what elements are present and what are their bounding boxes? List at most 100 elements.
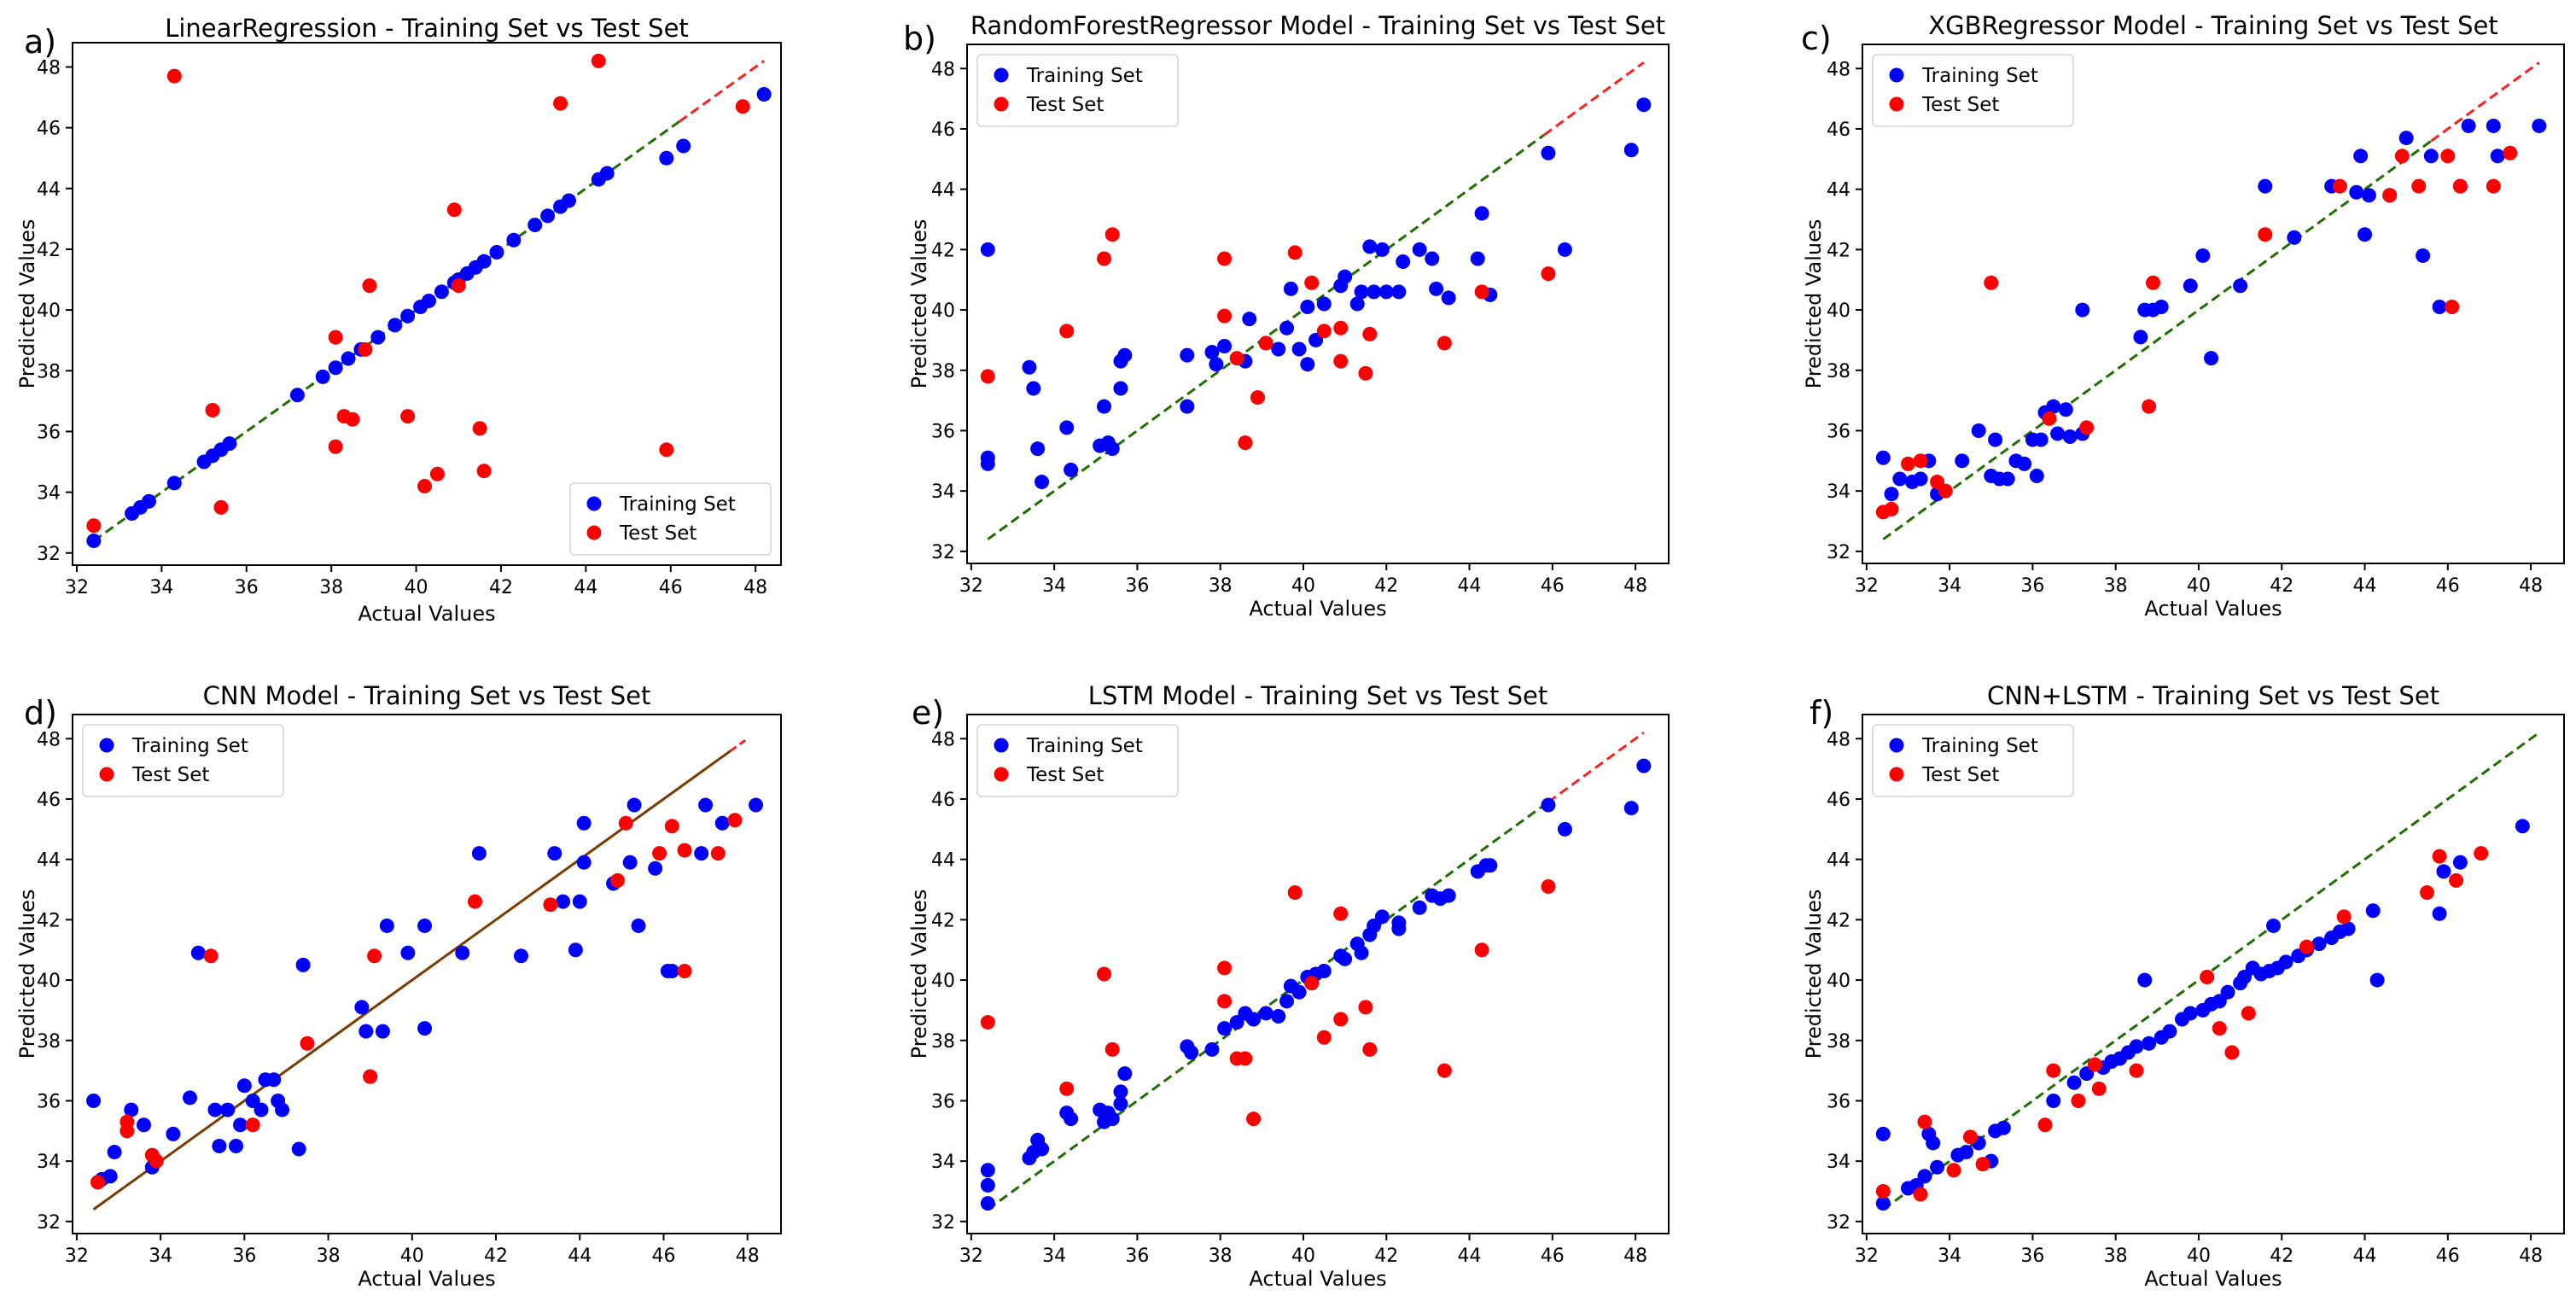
training-point — [2349, 184, 2364, 200]
y-tick-label: 34 — [1827, 1152, 1850, 1173]
test-point — [1287, 245, 1303, 260]
test-point — [213, 499, 229, 515]
training-point — [756, 86, 772, 102]
training-point — [2486, 118, 2501, 133]
training-point — [980, 1177, 995, 1193]
training-point — [676, 138, 691, 154]
training-point — [556, 894, 571, 909]
test-point — [2394, 149, 2410, 164]
test-point — [1333, 320, 1349, 335]
x-tick-label: 40 — [400, 1246, 424, 1267]
training-point — [266, 1072, 282, 1088]
test-point — [1541, 878, 1556, 894]
training-point — [572, 894, 587, 909]
x-tick-label: 40 — [1291, 575, 1315, 597]
training-point — [1204, 1041, 1220, 1057]
test-point — [2332, 178, 2347, 194]
x-tick-label: 42 — [2270, 1246, 2293, 1267]
training-point — [1875, 1126, 1891, 1141]
training-point — [166, 475, 182, 491]
panel-c: c) XGBRegressor Model - Training Set vs … — [1801, 11, 2565, 621]
test-point — [1474, 942, 1489, 958]
test-point — [2449, 872, 2464, 888]
test-point — [1917, 1114, 1932, 1129]
training-point — [388, 318, 403, 333]
y-axis-label: Predicted Values — [1802, 219, 1826, 389]
training-point — [2220, 984, 2235, 1000]
test-point — [1229, 351, 1244, 366]
training-point — [659, 150, 674, 166]
test-point — [1217, 251, 1233, 266]
test-point — [1962, 1129, 1978, 1145]
test-point — [1913, 453, 1928, 469]
training-point — [1412, 242, 1427, 257]
training-point — [1117, 347, 1133, 363]
test-point — [659, 442, 674, 458]
training-point — [2278, 954, 2293, 970]
training-point — [980, 242, 995, 257]
y-tick-label: 46 — [37, 790, 61, 811]
panel-e: e) LSTM Model - Training Set vs Test Set… — [907, 681, 1670, 1291]
training-point — [1374, 909, 1390, 925]
training-point — [547, 846, 562, 861]
test-point — [2474, 846, 2489, 861]
training-point — [2046, 1093, 2061, 1108]
test-point — [664, 819, 679, 834]
training-point — [1362, 239, 1378, 254]
legend-training-label: Training Set — [1921, 735, 2038, 757]
y-tick-label: 38 — [37, 361, 61, 382]
x-tick-label: 34 — [1042, 1246, 1066, 1267]
test-point — [400, 409, 416, 424]
test-point — [677, 843, 692, 858]
training-point — [1391, 921, 1407, 936]
test-point — [1358, 1000, 1373, 1015]
y-tick-label: 48 — [931, 729, 955, 750]
chart-title: CNN Model - Training Set vs Test Set — [203, 681, 651, 710]
training-point — [980, 1196, 995, 1211]
y-tick-label: 46 — [37, 119, 61, 140]
x-axis-label: Actual Values — [1249, 1267, 1386, 1291]
legend-test-marker — [1889, 96, 1904, 112]
training-point — [2515, 819, 2530, 834]
training-point — [1396, 254, 1411, 270]
test-point — [451, 278, 466, 294]
ideal-line-test — [2430, 61, 2540, 143]
training-point — [698, 797, 714, 813]
y-tick-label: 40 — [931, 300, 955, 322]
training-point — [1283, 281, 1298, 296]
training-point — [506, 232, 522, 248]
training-point — [2353, 149, 2369, 164]
training-point — [1184, 1045, 1199, 1060]
training-point — [379, 918, 394, 933]
training-point — [220, 1102, 236, 1117]
ideal-line-training — [987, 133, 1545, 540]
axes-frame — [72, 42, 782, 566]
y-tick-label: 42 — [931, 240, 955, 261]
x-tick-label: 42 — [1374, 1246, 1398, 1267]
y-tick-label: 36 — [37, 422, 61, 443]
panel-b: b) RandomForestRegressor Model - Trainin… — [903, 11, 1670, 621]
test-point — [543, 897, 558, 913]
training-point — [1955, 453, 1970, 469]
training-point — [1541, 145, 1556, 160]
y-tick-label: 44 — [931, 180, 955, 201]
training-point — [1378, 284, 1394, 300]
x-tick-label: 32 — [959, 575, 983, 597]
training-point — [2153, 300, 2169, 315]
test-point — [363, 1069, 378, 1084]
test-point — [2224, 1045, 2240, 1060]
y-tick-label: 32 — [37, 544, 61, 565]
y-tick-label: 40 — [1827, 971, 1850, 992]
training-point — [2162, 1024, 2177, 1039]
test-point — [1938, 483, 1953, 499]
test-point — [358, 341, 373, 357]
legend-training-marker — [994, 67, 1009, 83]
legend-test-label: Test Set — [619, 522, 696, 545]
training-point — [102, 1169, 118, 1184]
training-point — [222, 436, 237, 452]
x-axis-label: Actual Values — [2144, 597, 2282, 621]
ideal-line-training — [1882, 139, 2433, 540]
training-point — [2266, 918, 2282, 933]
axes-frame — [1862, 44, 2565, 564]
